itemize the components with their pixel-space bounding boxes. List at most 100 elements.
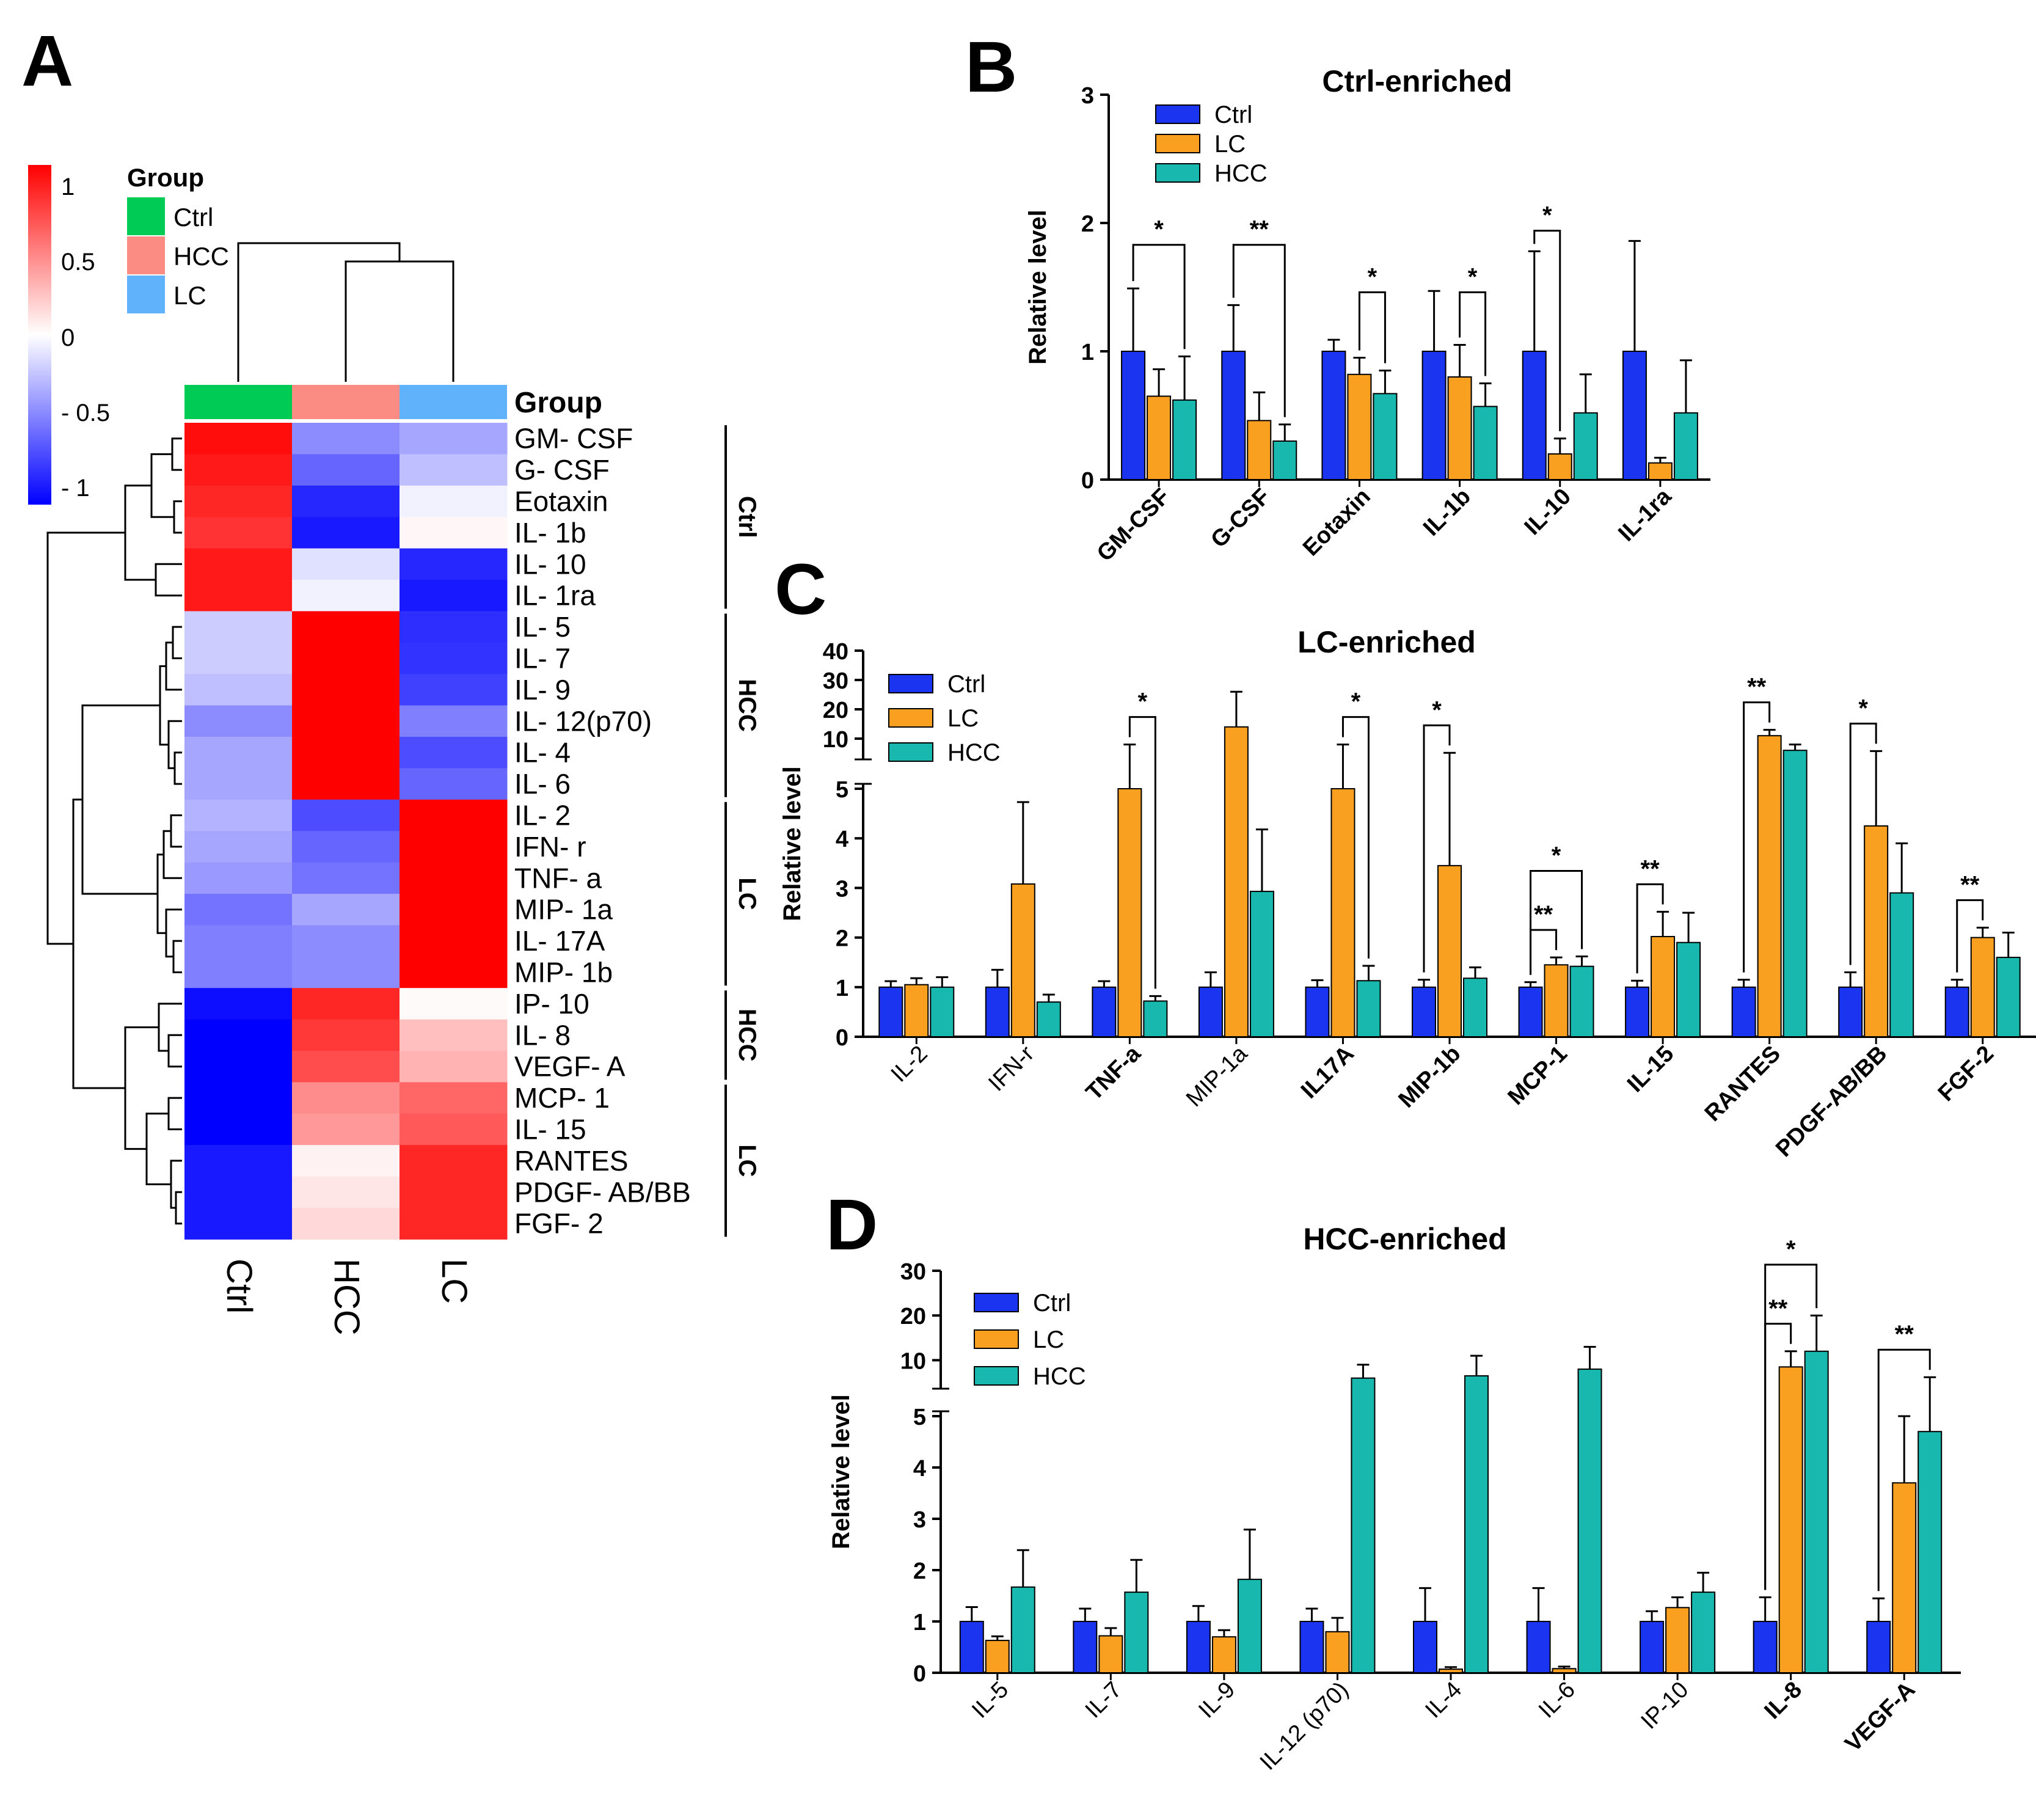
heatmap-cell: [400, 1019, 508, 1051]
significance-label: *: [1468, 263, 1478, 290]
bar: [1412, 986, 1436, 1038]
heatmap-row-label: IL- 7: [514, 643, 571, 674]
group-color-cell: [184, 385, 292, 419]
bar: [1147, 395, 1172, 480]
heatmap-row-label: IL- 10: [514, 548, 586, 580]
chart-title: HCC-enriched: [1303, 1222, 1506, 1256]
heatmap-column-label: HCC: [327, 1259, 367, 1336]
row-dendrogram-branch: [167, 1097, 182, 1130]
row-dendrogram-branch: [172, 940, 182, 973]
heatmap-row-label: G- CSF: [514, 454, 610, 486]
heatmap-cell: [400, 642, 508, 674]
row-dendrogram-branch: [124, 1026, 159, 1150]
bar: [930, 986, 955, 1038]
heatmap-cell: [184, 831, 293, 863]
heatmap-row-label: PDGF- AB/BB: [514, 1176, 691, 1208]
bar: [1073, 1621, 1098, 1673]
heatmap-row-label: IL- 12(p70): [514, 705, 652, 737]
heatmap-panel: 1 0.5 0 - 0.5 - 1 Group Ctrl HCC LC Group GM- CSFG…: [28, 163, 761, 1336]
y-tick-label: 0: [913, 1661, 926, 1687]
significance-bracket: [1128, 716, 1156, 989]
bar: [1647, 462, 1673, 481]
panel-label-d: D: [826, 1185, 878, 1265]
significance-label: **: [1747, 674, 1767, 701]
x-tick-label: MCP-1: [1503, 1041, 1572, 1110]
y-tick-label: 4: [836, 827, 848, 852]
significance-label: *: [1351, 689, 1361, 715]
chart-title: Ctrl-enriched: [1322, 64, 1512, 98]
bar: [1757, 735, 1782, 1037]
legend-swatch: [888, 674, 933, 693]
heatmap-cell: [184, 1145, 293, 1177]
heatmap-cell: [292, 737, 400, 769]
heatmap-cell: [400, 548, 508, 580]
bar: [1622, 351, 1647, 480]
y-tick-label: 30: [823, 668, 848, 694]
bar: [1778, 1366, 1803, 1673]
bar: [1676, 941, 1701, 1037]
significance-label: **: [1641, 855, 1660, 882]
heatmap-row-label: MIP- 1a: [514, 894, 613, 926]
heatmap-cell: [184, 485, 293, 517]
bar: [1237, 1579, 1262, 1674]
bar: [904, 984, 929, 1037]
heatmap-cell: [400, 423, 508, 455]
bar: [1373, 393, 1398, 480]
x-tick-label: RANTES: [1700, 1041, 1786, 1127]
row-dendrogram-branch: [175, 1191, 182, 1225]
heatmap-row-label: TNF- a: [514, 862, 602, 894]
heatmap-cell: [292, 1019, 400, 1051]
significance-bracket: [1341, 716, 1370, 959]
heatmap-row-label: Eotaxin: [514, 486, 608, 517]
legend-label: LC: [1033, 1326, 1064, 1353]
bar: [1518, 986, 1543, 1038]
bar: [1665, 1607, 1690, 1674]
heatmap-cell: [400, 1113, 508, 1146]
significance-label: **: [1895, 1321, 1914, 1348]
bar: [1299, 1621, 1324, 1673]
heatmap-cell: [292, 580, 400, 612]
heatmap-cell: [400, 1208, 508, 1240]
significance-bracket: [1849, 722, 1877, 965]
row-dendrogram-branch: [173, 500, 182, 534]
bar: [1347, 373, 1372, 480]
bar: [1124, 1592, 1149, 1674]
group-legend-swatch: [127, 236, 165, 274]
heatmap-cell: [184, 548, 293, 580]
x-tick-label: Eotaxin: [1298, 484, 1376, 561]
bar: [1996, 957, 2021, 1037]
column-dendrogram-root: [237, 242, 401, 382]
x-tick-label: MIP-1b: [1394, 1041, 1466, 1113]
heatmap-row-label: MIP- 1b: [514, 957, 613, 989]
row-dendrogram-branch: [173, 751, 182, 785]
panel-label-b: B: [965, 27, 1017, 108]
row-dendrogram-branch: [156, 853, 166, 934]
heatmap-cell: [184, 737, 293, 769]
group-legend-label: Ctrl: [173, 203, 213, 232]
significance-label: *: [1154, 216, 1164, 243]
heatmap-cell: [292, 831, 400, 863]
heatmap-row-label: RANTES: [514, 1145, 629, 1177]
heatmap-cell: [292, 1176, 400, 1208]
heatmap-cell: [184, 642, 293, 674]
significance-bracket: [1232, 244, 1286, 417]
bar: [1753, 1621, 1778, 1673]
bar-chart-ctrl-enriched: Ctrl-enriched 0 1 2 3 Relative level GM-CSF G-C…: [1024, 64, 1710, 566]
heatmap-cell: [292, 454, 400, 486]
heatmap-cell: [400, 862, 508, 894]
x-tick-label: IL-15: [1622, 1041, 1679, 1097]
bar: [1625, 986, 1650, 1038]
significance-label: *: [1552, 842, 1561, 869]
heatmap-cell: [292, 423, 400, 455]
heatmap-cell: [184, 1113, 293, 1146]
legend-swatch: [1155, 104, 1200, 124]
heatmap-cell: [292, 548, 400, 580]
scale-tick-label: 1: [61, 174, 75, 200]
heatmap-cell: [184, 956, 293, 989]
row-dendrogram-branch: [159, 665, 169, 746]
heatmap-cell: [184, 580, 293, 612]
heatmap-cell: [292, 768, 400, 800]
bar: [1010, 1586, 1035, 1673]
significance-bracket: [1358, 291, 1386, 364]
bar: [1098, 1635, 1123, 1674]
